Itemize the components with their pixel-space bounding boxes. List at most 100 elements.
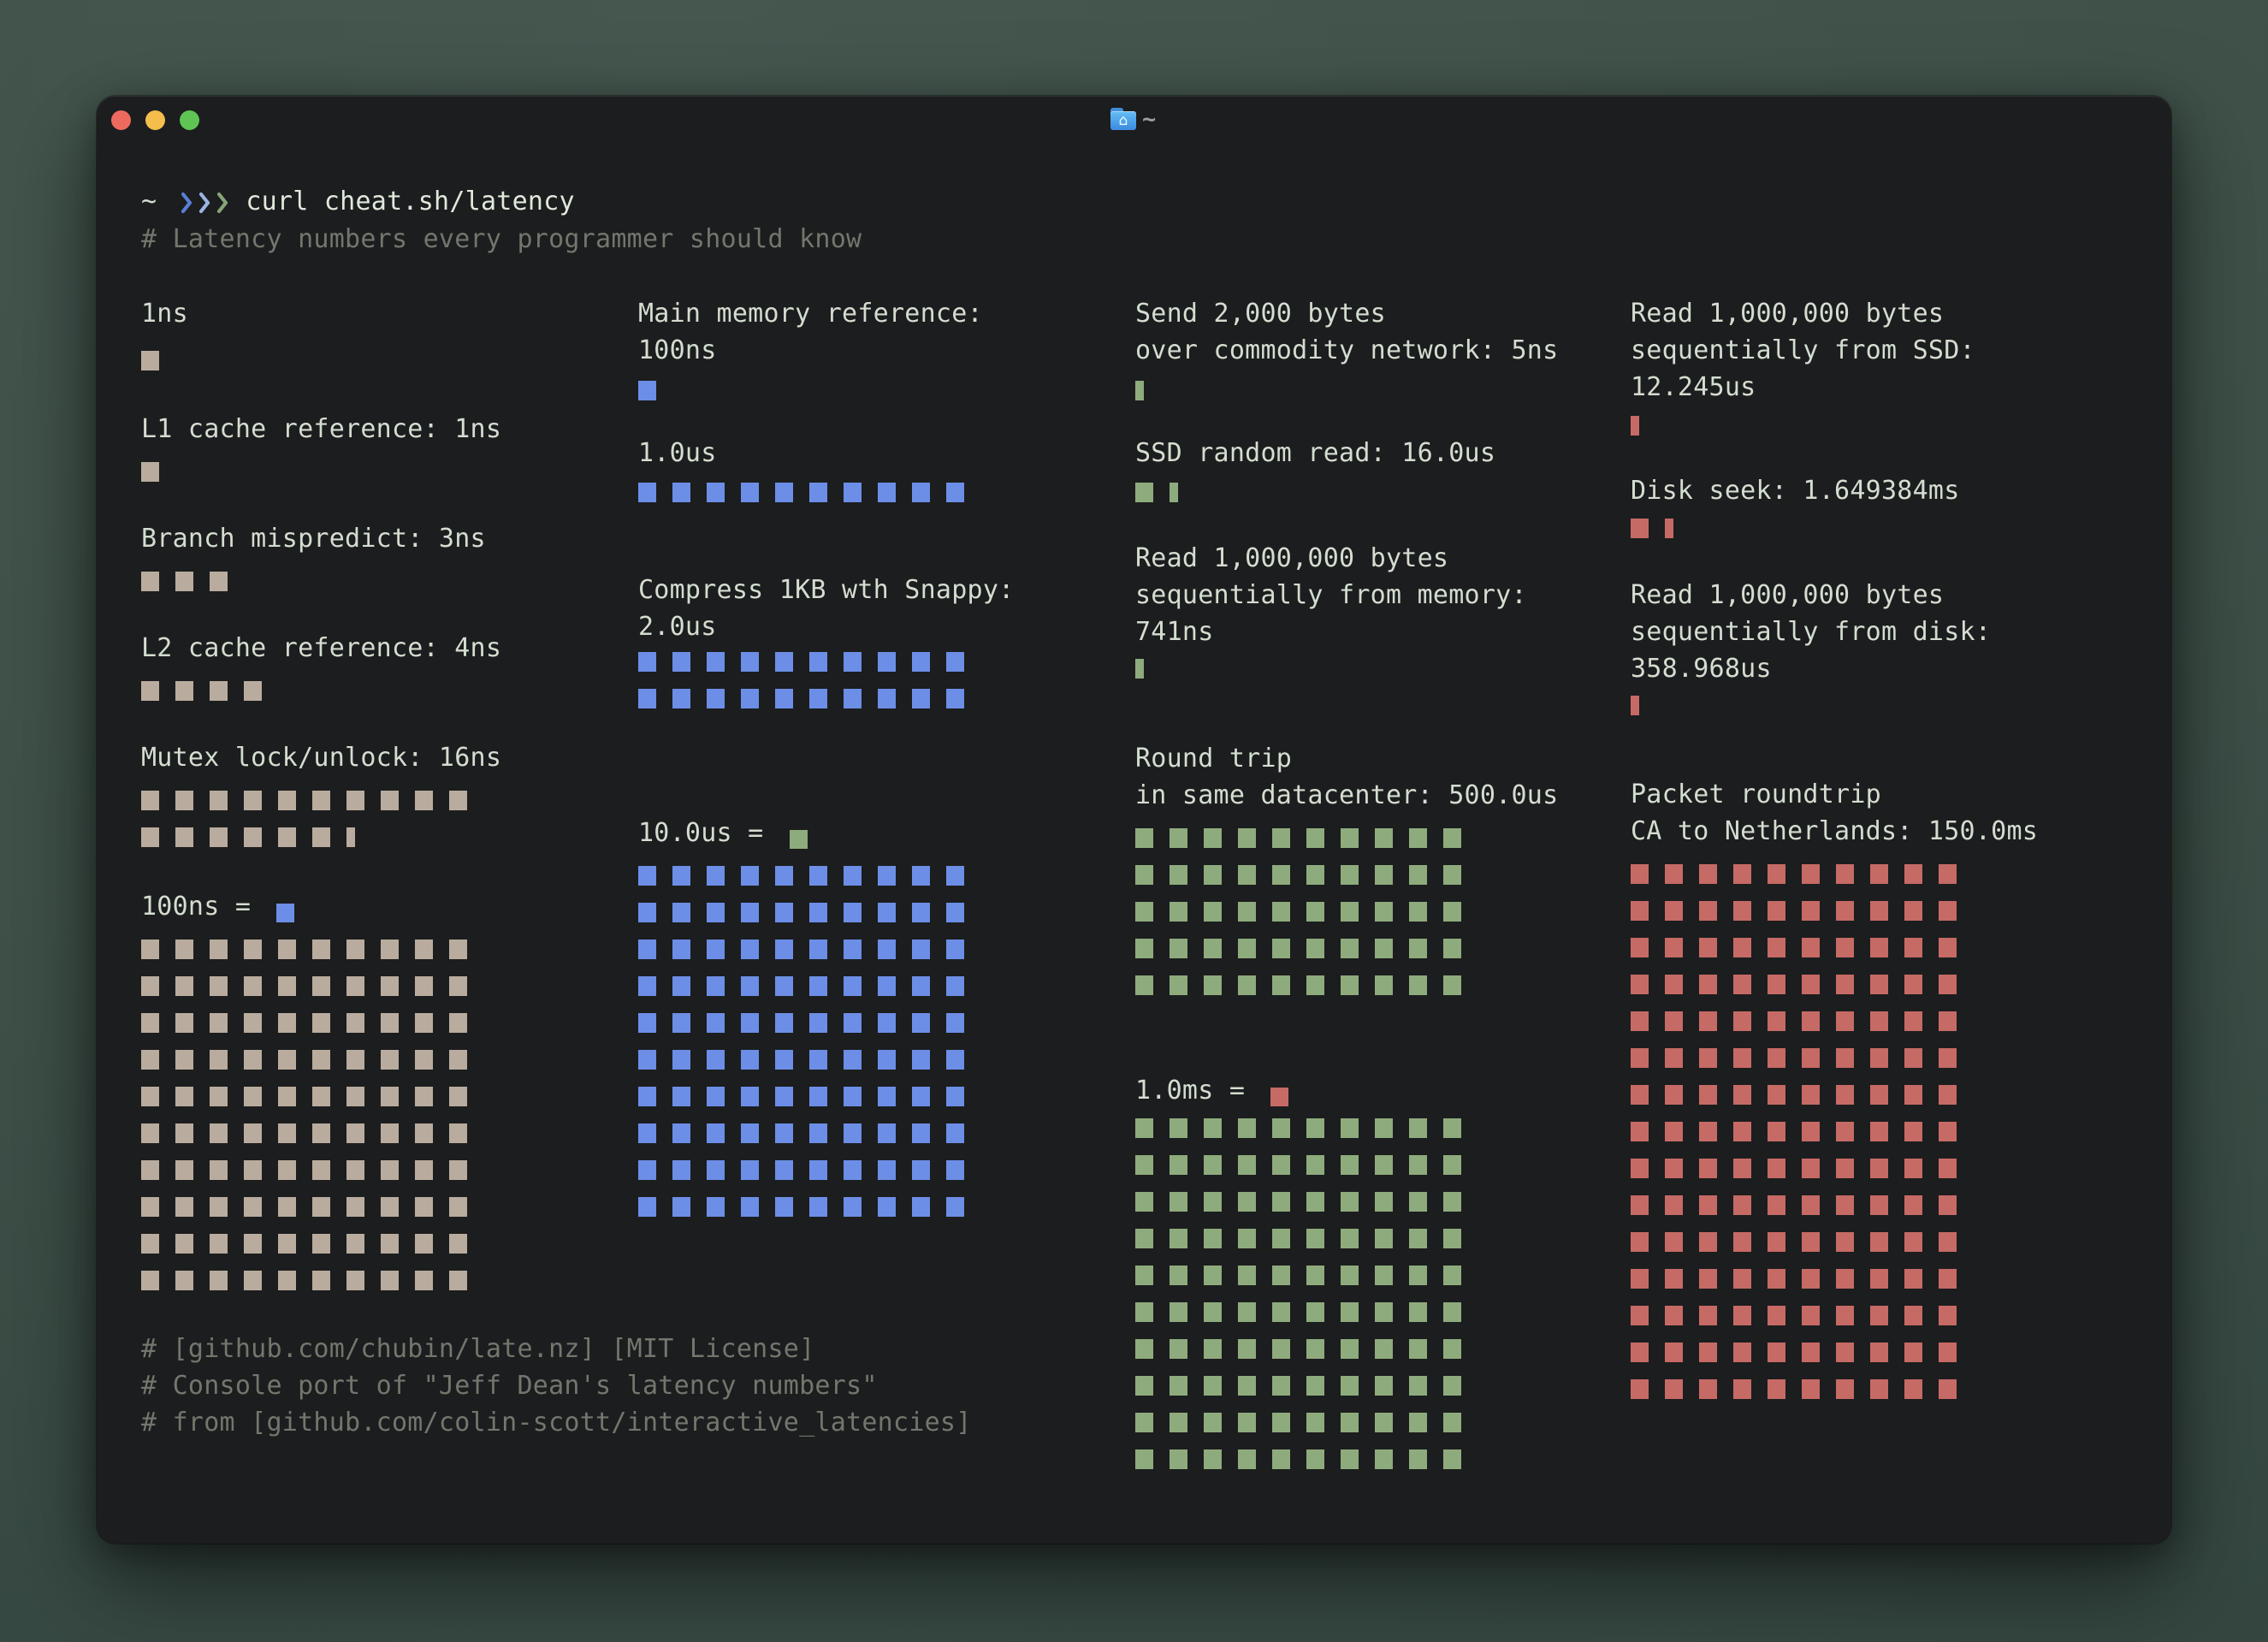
latency-square [346, 1050, 364, 1070]
latency-square [278, 1123, 296, 1143]
latency-square [1939, 938, 1957, 957]
latency-square [775, 940, 793, 959]
latency-square [1306, 1192, 1324, 1212]
close-button[interactable] [111, 110, 131, 130]
house-glyph: ⌂ [1118, 112, 1128, 129]
latency-square [1870, 1085, 1888, 1105]
latency-half-square [1631, 416, 1639, 436]
latency-square [415, 1013, 433, 1033]
latency-square [415, 940, 433, 959]
latency-square [1631, 1343, 1649, 1362]
latency-square [449, 940, 467, 959]
latency-square [878, 1197, 896, 1217]
latency-square [1733, 938, 1751, 957]
latency-square [1443, 1266, 1461, 1285]
latency-square [1375, 1376, 1393, 1396]
latency-square [707, 903, 725, 922]
one-us-label: 1.0us [638, 438, 717, 468]
latency-square [775, 866, 793, 886]
latency-square [638, 1013, 656, 1033]
latency-square [1272, 828, 1290, 848]
l1-cache-reference-squares-row [141, 462, 159, 482]
grid-150ms-squares-row [1631, 1122, 1957, 1141]
latency-square [1836, 1343, 1854, 1362]
latency-square [1733, 975, 1751, 994]
latency-square [844, 1160, 862, 1180]
grid-150ms-squares-row [1631, 1306, 1957, 1325]
latency-square [415, 1197, 433, 1217]
grid-10us-squares-row [638, 1197, 964, 1217]
latency-square [449, 1087, 467, 1106]
disk-seek-label: Disk seek: 1.649384ms [1631, 476, 1960, 506]
latency-square [1904, 1048, 1922, 1068]
footer-comment-label: # Console port of "Jeff Dean's latency n… [141, 1371, 878, 1401]
latency-square [638, 1123, 656, 1143]
latency-square [1375, 1155, 1393, 1175]
scale-100ns-legend-square [276, 904, 295, 922]
latency-square [449, 976, 467, 996]
grid-100ns-squares-row [141, 1123, 467, 1143]
window-title: ~ [1142, 106, 1157, 133]
latency-square [707, 1013, 725, 1033]
latency-square [775, 483, 793, 502]
latency-square [912, 940, 930, 959]
grid-10us-squares-row [638, 1013, 964, 1033]
latency-square [312, 1271, 330, 1290]
minimize-button[interactable] [145, 110, 165, 130]
latency-square [1238, 1192, 1256, 1212]
latency-square [878, 1013, 896, 1033]
latency-square [175, 681, 193, 701]
latency-square [1204, 1413, 1222, 1432]
one-ns-label: 1ns [141, 299, 188, 329]
latency-square [1272, 865, 1290, 885]
latency-square [141, 1013, 159, 1033]
latency-square [1939, 864, 1957, 884]
latency-square [1170, 1118, 1187, 1138]
latency-square [1904, 1306, 1922, 1325]
latency-square [141, 1050, 159, 1070]
latency-square [1443, 1192, 1461, 1212]
latency-square [1204, 1229, 1222, 1248]
latency-square [672, 1123, 690, 1143]
latency-square [1870, 1306, 1888, 1325]
latency-square [312, 1087, 330, 1106]
latency-square [1699, 1122, 1717, 1141]
latency-square [1733, 1232, 1751, 1252]
zoom-button[interactable] [180, 110, 199, 130]
latency-square [1204, 1192, 1222, 1212]
latency-square [809, 1050, 827, 1070]
latency-square [775, 976, 793, 996]
l2-cache-reference-label: L2 cache reference: 4ns [141, 633, 502, 663]
latency-square [1272, 1302, 1290, 1322]
latency-square [912, 483, 930, 502]
grid-150ms-squares-row [1631, 1195, 1957, 1215]
latency-square [244, 791, 262, 810]
latency-square [1665, 1159, 1683, 1178]
latency-square [1836, 1306, 1854, 1325]
latency-square [1375, 828, 1393, 848]
latency-square [672, 940, 690, 959]
latency-square [312, 1197, 330, 1217]
latency-square [1802, 1048, 1820, 1068]
latency-square [707, 1160, 725, 1180]
latency-square [244, 1123, 262, 1143]
scale-1ms-label: 1.0ms = [1135, 1076, 1246, 1106]
latency-square [415, 1234, 433, 1254]
latency-square [1135, 865, 1153, 885]
latency-square [1665, 901, 1683, 921]
latency-square [1204, 1118, 1222, 1138]
latency-square [775, 1087, 793, 1106]
latency-square [1870, 975, 1888, 994]
latency-square [1443, 1118, 1461, 1138]
latency-square [1802, 938, 1820, 957]
latency-square [1409, 1266, 1427, 1285]
latency-square [1238, 902, 1256, 922]
latency-square [1870, 1011, 1888, 1031]
latency-square [1443, 1229, 1461, 1248]
latency-square [1699, 1195, 1717, 1215]
latency-half-square [346, 827, 355, 847]
latency-square [1836, 938, 1854, 957]
latency-square [775, 1013, 793, 1033]
latency-square [1904, 1232, 1922, 1252]
